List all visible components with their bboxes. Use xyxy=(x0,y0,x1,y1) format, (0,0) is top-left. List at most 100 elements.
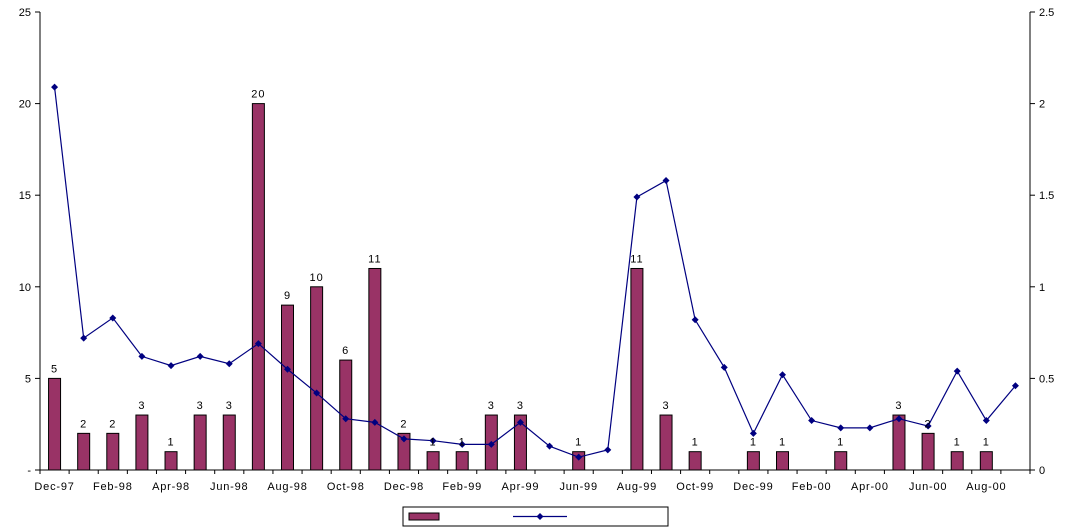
x-tick-label: Aug-99 xyxy=(617,481,657,493)
bar-data-label: 2 xyxy=(109,418,116,430)
bar-data-label: 3 xyxy=(662,400,669,412)
legend-line-marker xyxy=(536,513,544,520)
bar-data-label: 1 xyxy=(459,437,466,449)
bar xyxy=(135,414,149,471)
line-point xyxy=(953,367,961,375)
bar-data-label: 1 xyxy=(692,437,699,449)
bar-data-label: 1 xyxy=(779,437,786,449)
bar xyxy=(950,451,964,471)
line-point xyxy=(691,316,699,324)
bar xyxy=(222,414,236,471)
line-point xyxy=(458,440,466,448)
bar-data-label: 1 xyxy=(575,437,582,449)
line-point xyxy=(516,418,524,426)
bar-data-label: 2 xyxy=(80,418,87,430)
bar-data-label: 3 xyxy=(138,400,145,412)
bar-data-label: 3 xyxy=(517,400,524,412)
bar xyxy=(397,432,411,471)
x-tick-label: Apr-00 xyxy=(851,481,889,493)
x-tick-label: Oct-99 xyxy=(676,481,714,493)
bar xyxy=(164,451,178,471)
bar-data-label: 11 xyxy=(368,253,381,265)
y2-tick-label: 2.5 xyxy=(1039,7,1054,19)
line-point xyxy=(808,417,816,425)
y-tick-label: 25 xyxy=(19,7,31,19)
line-point xyxy=(604,446,612,454)
y2-tick-label: 0.5 xyxy=(1039,373,1054,385)
line-point xyxy=(982,417,990,425)
line-point xyxy=(225,360,233,368)
bar-data-label: 3 xyxy=(197,400,204,412)
line-point xyxy=(546,442,554,450)
bar xyxy=(834,451,848,471)
bar-data-label: 9 xyxy=(284,290,291,302)
y2-tick-label: 2 xyxy=(1039,99,1045,111)
bar xyxy=(368,267,382,471)
bar-series xyxy=(48,103,993,471)
line-point xyxy=(313,389,321,397)
bar xyxy=(281,304,294,471)
bar-data-label: 11 xyxy=(630,253,643,265)
x-tick-label: Apr-99 xyxy=(502,481,540,493)
legend xyxy=(402,506,669,527)
line-series xyxy=(51,83,1019,461)
line-point xyxy=(284,365,291,373)
bar xyxy=(310,286,324,471)
bar-data-label: 1 xyxy=(983,437,990,449)
line-point xyxy=(80,334,88,342)
x-tick-label: Feb-98 xyxy=(93,481,133,493)
line-point xyxy=(720,363,728,371)
y2-tick-label: 0 xyxy=(1039,465,1045,477)
line-point xyxy=(575,453,583,461)
line-point xyxy=(662,177,670,185)
bar-data-label: 1 xyxy=(954,437,961,449)
bar xyxy=(513,414,527,471)
x-tick-label: Dec-99 xyxy=(733,481,773,493)
line-point xyxy=(487,440,495,448)
bar-data-label: 1 xyxy=(750,437,757,449)
bar xyxy=(921,432,935,471)
x-tick-label: Jun-99 xyxy=(559,481,597,493)
y-tick-label: 5 xyxy=(25,373,31,385)
line-point xyxy=(749,429,757,437)
x-tick-label: Jun-00 xyxy=(909,481,947,493)
bar xyxy=(77,432,91,471)
y2-tick-label: 1 xyxy=(1039,282,1045,294)
line-point xyxy=(138,352,146,360)
line-point xyxy=(866,424,874,432)
legend-bar-swatch xyxy=(408,512,440,521)
line-point xyxy=(371,418,379,426)
bar xyxy=(193,414,207,471)
bar xyxy=(251,103,265,471)
line-point xyxy=(895,415,903,423)
line-point xyxy=(1011,382,1019,390)
y-tick-label: 15 xyxy=(19,190,31,202)
line-point xyxy=(924,422,932,430)
bar xyxy=(455,451,469,471)
bar-data-label: 1 xyxy=(167,437,174,449)
bar xyxy=(48,377,62,471)
line-point xyxy=(429,437,437,445)
line-point xyxy=(254,340,262,348)
line-point xyxy=(400,435,408,443)
line-point xyxy=(109,314,117,322)
bar-data-label: 2 xyxy=(400,418,407,430)
y-tick-label: 10 xyxy=(19,282,31,294)
bar xyxy=(659,414,673,471)
y2-tick-label: 1.5 xyxy=(1039,190,1054,202)
x-tick-label: Apr-98 xyxy=(152,481,190,493)
bar-data-label: 2 xyxy=(925,418,932,430)
line-point xyxy=(51,83,59,91)
line-point xyxy=(196,352,204,360)
y-tick-label: 20 xyxy=(19,99,31,111)
bar xyxy=(746,451,760,471)
bar-data-label: 3 xyxy=(488,400,495,412)
bar-data-label: 6 xyxy=(342,345,349,357)
bar xyxy=(979,451,993,471)
bar-data-label: 1 xyxy=(837,437,844,449)
x-tick-label: Feb-99 xyxy=(442,481,482,493)
line-point xyxy=(342,415,350,423)
y-tick-label: - xyxy=(27,465,31,477)
bar-data-label: 10 xyxy=(309,272,323,284)
